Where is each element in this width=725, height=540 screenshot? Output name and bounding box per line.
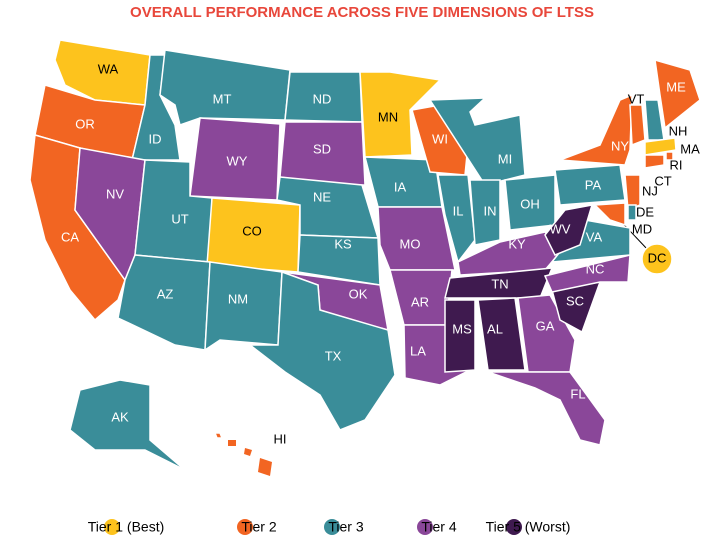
state-label: MD	[632, 221, 652, 236]
legend-swatch	[324, 519, 340, 535]
state-label: KS	[334, 236, 352, 251]
state-label: AK	[111, 409, 129, 424]
state-label: LA	[410, 343, 426, 358]
legend-swatch	[237, 519, 253, 535]
state-label: NH	[669, 123, 688, 138]
state-label: MN	[378, 109, 398, 124]
state-label: MA	[680, 141, 700, 156]
legend-swatch	[417, 519, 433, 535]
legend-label: Tier 1 (Best)	[88, 519, 165, 535]
state-label: RI	[670, 157, 683, 172]
state-label: PA	[585, 177, 602, 192]
state-label: CO	[242, 223, 262, 238]
legend-swatch	[506, 519, 522, 535]
map-title: OVERALL PERFORMANCE ACROSS FIVE DIMENSIO…	[130, 4, 594, 21]
state-label: IN	[484, 203, 497, 218]
legend-label: Tier 4	[421, 519, 456, 535]
state-label: NC	[586, 261, 605, 276]
state-label: MS	[452, 321, 472, 336]
state	[517, 294, 576, 373]
state-island	[258, 458, 272, 476]
state-label: UT	[171, 211, 188, 226]
state-label: SD	[313, 141, 331, 156]
state	[641, 243, 673, 275]
state-label: OH	[520, 196, 540, 211]
state	[247, 270, 396, 431]
state	[629, 104, 646, 147]
legend-label: Tier 3	[328, 519, 363, 535]
state-label: MO	[400, 236, 421, 251]
state	[69, 379, 186, 471]
state	[644, 137, 677, 156]
state-label: NJ	[642, 183, 658, 198]
state-label: MT	[213, 91, 232, 106]
state-label: GA	[536, 318, 555, 333]
state	[554, 164, 626, 206]
state-label: TX	[325, 348, 342, 363]
state	[543, 254, 631, 293]
state-label: WI	[432, 131, 448, 146]
state	[444, 299, 476, 373]
state-label: ND	[313, 91, 332, 106]
state-label: DE	[636, 204, 654, 219]
state-label: AR	[411, 294, 429, 309]
state	[665, 151, 674, 161]
state-label: ID	[149, 131, 162, 146]
state-label: NV	[106, 186, 124, 201]
state-label: HI	[274, 431, 287, 446]
state-label: WY	[227, 153, 248, 168]
legend-label: Tier 2	[241, 519, 276, 535]
state-label: TN	[491, 276, 508, 291]
state	[428, 97, 526, 186]
legend-label: Tier 5 (Worst)	[486, 519, 571, 535]
state-label: SC	[566, 293, 584, 308]
state	[544, 204, 594, 256]
state	[627, 204, 637, 221]
state	[559, 93, 633, 166]
state-label: AL	[487, 321, 503, 336]
state	[477, 297, 526, 371]
state	[437, 174, 476, 264]
state-label: WV	[550, 221, 571, 236]
state-label: KY	[508, 236, 526, 251]
state-label: AZ	[157, 286, 174, 301]
state-label: CT	[654, 173, 671, 188]
state-label: OR	[75, 116, 95, 131]
state-label: ME	[666, 79, 686, 94]
legend-swatch	[104, 519, 120, 535]
state-label: IL	[453, 203, 464, 218]
state-label: NY	[611, 138, 629, 153]
state-island	[244, 448, 252, 456]
state-label: NM	[228, 291, 248, 306]
state	[204, 261, 283, 352]
state	[469, 179, 501, 246]
state	[487, 371, 606, 446]
state	[624, 174, 641, 212]
state	[654, 58, 701, 130]
state	[159, 49, 291, 126]
state-label: VT	[628, 91, 645, 106]
state	[593, 202, 626, 227]
state-label: OK	[349, 286, 368, 301]
state-label: DC	[648, 250, 667, 265]
state-label: NE	[313, 189, 331, 204]
state	[213, 432, 224, 439]
state	[117, 254, 211, 351]
state-label: WA	[98, 61, 119, 76]
state-island	[228, 440, 236, 446]
state-label: MI	[498, 151, 512, 166]
state-label: CA	[61, 229, 79, 244]
state	[644, 154, 665, 169]
state-label: FL	[570, 386, 585, 401]
state-label: VA	[586, 229, 603, 244]
state-label: IA	[394, 179, 407, 194]
